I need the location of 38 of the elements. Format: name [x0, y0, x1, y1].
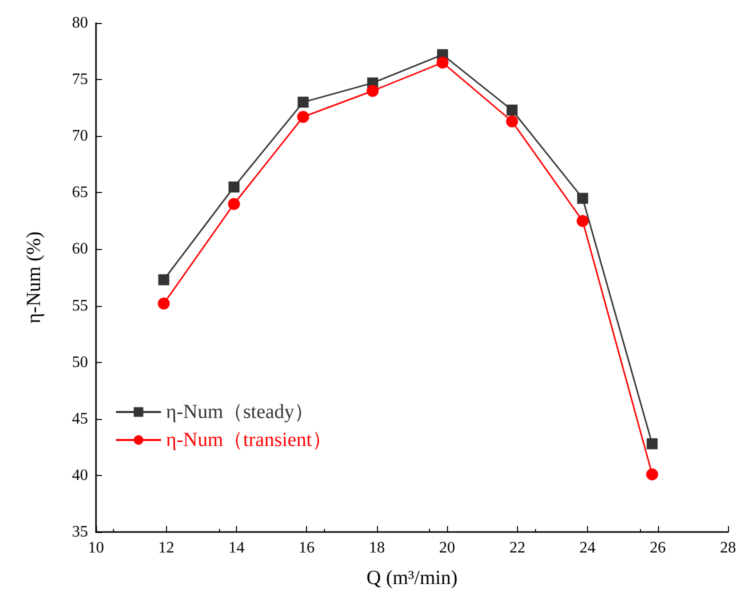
- y-tick-label: 60: [72, 240, 88, 258]
- x-tick-label: 24: [580, 540, 596, 556]
- point: [228, 198, 240, 210]
- x-tick-label: 20: [439, 540, 456, 556]
- x-tick-label: 18: [368, 540, 385, 556]
- legend-label: η-Num（transient）: [166, 429, 332, 451]
- point: [158, 298, 170, 310]
- x-tick-label: 28: [720, 540, 736, 556]
- y-tick-label: 50: [72, 354, 88, 371]
- y-tick-label: 45: [72, 410, 88, 428]
- x-axis-title: Q (m³/min): [366, 567, 458, 589]
- point: [298, 96, 309, 108]
- y-tick-label: 55: [72, 297, 88, 314]
- legend-label: η-Num（steady）: [166, 401, 314, 423]
- y-tick-label: 35: [72, 524, 88, 540]
- x-tick-label: 26: [650, 540, 666, 556]
- point: [366, 84, 379, 97]
- x-tick-label: 10: [88, 540, 104, 556]
- point: [646, 468, 658, 480]
- x-tick-label: 14: [228, 540, 244, 556]
- point: [646, 438, 658, 450]
- point: [577, 192, 588, 204]
- y-tick-label: 65: [72, 184, 88, 202]
- x-tick-label: 22: [509, 540, 526, 556]
- point: [228, 182, 240, 193]
- y-tick-label: 80: [72, 14, 88, 32]
- x-tick-label: 16: [298, 540, 315, 556]
- point: [297, 110, 310, 123]
- y-axis-title: η-Num (%): [23, 231, 45, 324]
- y-tick-label: 40: [72, 466, 88, 484]
- point: [506, 115, 518, 128]
- point: [506, 104, 518, 116]
- y-tick-label: 70: [72, 128, 88, 145]
- point: [158, 274, 170, 286]
- point: [576, 214, 589, 227]
- y-tick-label: 75: [72, 71, 88, 88]
- x-tick-label: 12: [158, 540, 174, 556]
- point: [436, 56, 449, 69]
